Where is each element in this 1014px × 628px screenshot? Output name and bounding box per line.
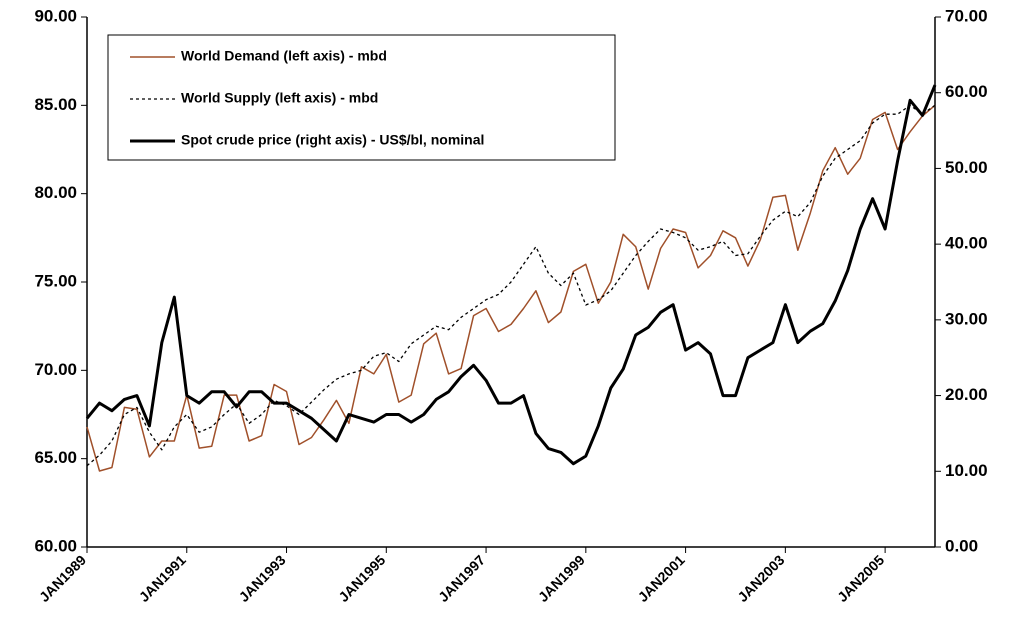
x-tick-label: JAN1997 bbox=[435, 552, 488, 605]
y-tick-label: 80.00 bbox=[34, 183, 77, 202]
y-tick-label: 60.00 bbox=[34, 536, 77, 555]
legend-box bbox=[107, 34, 616, 161]
y-tick-label: 85.00 bbox=[34, 95, 77, 114]
legend: World Demand (left axis) - mbd World Supp… bbox=[107, 34, 616, 161]
y2-tick-label: 60.00 bbox=[945, 82, 988, 101]
y-tick-label: 70.00 bbox=[34, 360, 77, 379]
legend-label: World Supply (left axis) - mbd bbox=[181, 90, 378, 106]
x-tick-label: JAN1993 bbox=[236, 552, 289, 605]
y2-tick-label: 40.00 bbox=[945, 234, 988, 253]
legend-label: World Demand (left axis) - mbd bbox=[181, 48, 387, 64]
x-tick-label: JAN1999 bbox=[535, 552, 588, 605]
y2-tick-label: 20.00 bbox=[945, 385, 988, 404]
x-tick-label: JAN1989 bbox=[36, 552, 89, 605]
legend-label: Spot crude price (right axis) - US$/bl, … bbox=[181, 132, 484, 148]
y2-tick-label: 70.00 bbox=[945, 6, 988, 25]
x-tick-label: JAN1991 bbox=[136, 552, 189, 605]
y2-tick-label: 30.00 bbox=[945, 309, 988, 328]
series-line bbox=[86, 104, 936, 467]
x-tick-label: JAN2005 bbox=[834, 552, 887, 605]
x-tick-label: JAN2001 bbox=[635, 552, 688, 605]
x-tick-label: JAN1995 bbox=[335, 552, 388, 605]
y-tick-label: 90.00 bbox=[34, 6, 77, 25]
y-tick-label: 65.00 bbox=[34, 448, 77, 467]
y2-tick-label: 0.00 bbox=[945, 536, 978, 555]
y2-tick-label: 50.00 bbox=[945, 158, 988, 177]
y-tick-label: 75.00 bbox=[34, 271, 77, 290]
y2-tick-label: 10.00 bbox=[945, 461, 988, 480]
series-line bbox=[85, 84, 937, 466]
x-tick-label: JAN2003 bbox=[734, 552, 787, 605]
